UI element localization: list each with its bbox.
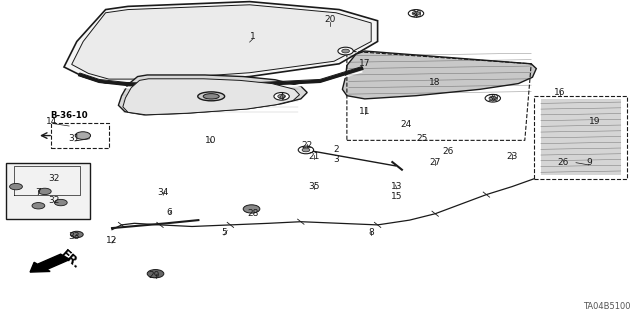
Text: 21: 21 (308, 152, 319, 161)
Text: 12: 12 (106, 236, 118, 245)
Circle shape (338, 47, 353, 55)
Text: 32: 32 (49, 174, 60, 183)
Text: 17: 17 (359, 59, 371, 68)
Text: FR.: FR. (58, 248, 83, 272)
Circle shape (342, 49, 349, 53)
Text: 35: 35 (308, 182, 319, 191)
Text: 7: 7 (36, 189, 41, 197)
Bar (534, 96, 627, 179)
Bar (51, 123, 109, 148)
Text: 2: 2 (333, 145, 339, 154)
Circle shape (412, 11, 420, 15)
Text: 29: 29 (148, 271, 159, 280)
Bar (6, 163, 90, 219)
Circle shape (243, 205, 260, 213)
Text: 4: 4 (279, 93, 284, 102)
Text: 31: 31 (68, 134, 79, 143)
Circle shape (408, 10, 424, 17)
Text: 9: 9 (586, 158, 591, 167)
Polygon shape (72, 5, 371, 79)
Circle shape (298, 146, 314, 154)
Text: 33: 33 (68, 232, 79, 241)
Ellipse shape (198, 92, 225, 101)
Circle shape (38, 188, 51, 195)
Text: 26: 26 (557, 158, 569, 167)
Text: 5: 5 (221, 228, 227, 237)
Circle shape (76, 132, 91, 139)
Text: 25: 25 (417, 134, 428, 143)
Text: 28: 28 (247, 209, 259, 218)
Circle shape (32, 203, 45, 209)
Polygon shape (342, 51, 536, 99)
Circle shape (278, 94, 285, 98)
Text: 22: 22 (301, 141, 313, 150)
Circle shape (54, 199, 67, 206)
Text: 24: 24 (401, 120, 412, 129)
Text: 16: 16 (554, 88, 566, 97)
Text: 26: 26 (442, 147, 454, 156)
Polygon shape (64, 2, 378, 83)
Polygon shape (118, 75, 307, 115)
Text: TA04B5100: TA04B5100 (583, 302, 630, 311)
Circle shape (302, 148, 310, 152)
Text: 19: 19 (589, 117, 601, 126)
Text: 10: 10 (205, 136, 217, 145)
Text: 18: 18 (429, 78, 441, 87)
Circle shape (489, 96, 497, 100)
Circle shape (70, 231, 83, 238)
Circle shape (485, 94, 500, 102)
Text: 20: 20 (324, 15, 335, 24)
Text: 15: 15 (391, 192, 403, 201)
Text: 14: 14 (45, 117, 57, 126)
Circle shape (10, 183, 22, 190)
Text: 13: 13 (391, 182, 403, 191)
Text: B-36-10: B-36-10 (50, 111, 88, 120)
Text: 23: 23 (506, 152, 518, 161)
Text: 34: 34 (157, 189, 169, 197)
Text: 6: 6 (167, 208, 172, 217)
Ellipse shape (204, 94, 219, 99)
Circle shape (147, 270, 164, 278)
Polygon shape (123, 79, 300, 115)
Text: 32: 32 (49, 197, 60, 205)
Text: 30: 30 (487, 94, 499, 103)
Text: 8: 8 (369, 228, 374, 237)
Circle shape (274, 93, 289, 100)
Text: 1: 1 (250, 32, 255, 41)
Text: 27: 27 (429, 158, 441, 167)
Polygon shape (541, 99, 621, 175)
Text: 30: 30 (410, 10, 422, 19)
FancyArrow shape (30, 254, 70, 272)
Text: 11: 11 (359, 107, 371, 116)
Text: 3: 3 (333, 155, 339, 164)
